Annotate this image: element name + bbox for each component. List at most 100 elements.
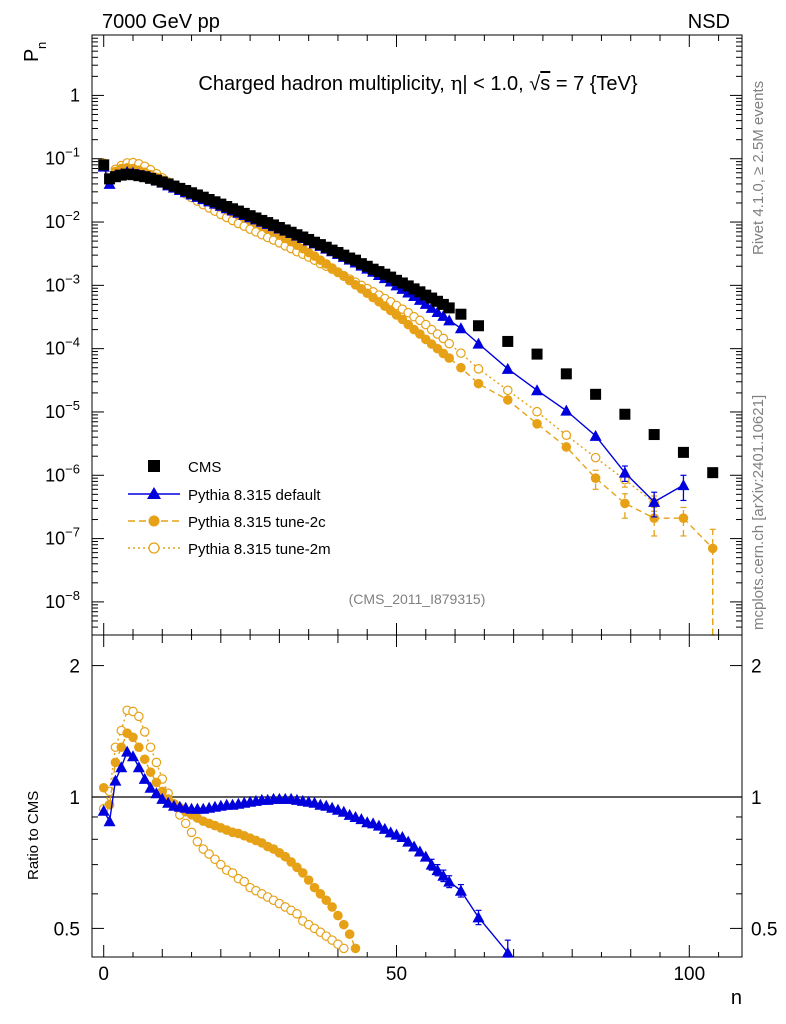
ratio-point-tune2m (145, 742, 156, 753)
ratio-point-tune2m (339, 943, 349, 954)
main-point-tune2m (473, 364, 484, 374)
y-tick-base: 10 (45, 212, 65, 232)
y-tick-exponent: −5 (65, 398, 80, 413)
ratio-series-tune2c (98, 728, 361, 954)
main-point-cms (250, 212, 262, 224)
ratio-ticks: 0.5 0.5 1 1 2 2 0 50 100 (54, 635, 777, 985)
main-point-cms (279, 224, 291, 236)
main-point-tune2c (473, 378, 484, 389)
ratio-point-default (437, 869, 450, 881)
main-point-cms (367, 263, 379, 275)
ratio-y-tick-label: 2 (69, 657, 80, 678)
main-point-cms (344, 252, 356, 264)
main-point-tune2c (532, 419, 542, 429)
x-tick-label: 100 (673, 964, 705, 985)
main-point-cms (291, 229, 303, 241)
ratio-y-tick-label-right: 2 (751, 657, 762, 678)
main-point-cms (420, 289, 432, 301)
main-point-cms (361, 260, 373, 272)
ratio-point-tune2m (192, 836, 203, 847)
source-info-text: mcplots.cern.ch [arXiv:2401.10621] (750, 395, 767, 630)
main-point-cms (186, 187, 198, 199)
main-point-tune2m (590, 452, 601, 463)
legend-marker-default (147, 487, 161, 499)
process-label: NSD (688, 11, 730, 33)
legend-item-tune2m: Pythia 8.315 tune-2m (128, 541, 331, 558)
ratio-point-default (109, 774, 122, 786)
ratio-point-default (103, 815, 116, 827)
main-point-cms (379, 268, 391, 280)
main-point-default (425, 301, 438, 313)
ratio-point-tune2m (139, 727, 150, 737)
ratio-point-default (126, 750, 139, 762)
legend-item-default: Pythia 8.315 default (128, 487, 321, 504)
main-panel: 110−110−210−310−410−510−610−710−8 Charge… (21, 34, 743, 636)
main-series (97, 157, 719, 636)
ratio-panel-frame (91, 634, 743, 958)
main-point-cms (350, 254, 362, 266)
main-point-tune2c (502, 395, 513, 405)
main-point-cms (426, 292, 438, 304)
ratio-point-default (337, 805, 350, 817)
main-point-default (472, 337, 485, 349)
main-point-tune2m (444, 338, 455, 349)
ratio-point-tune2c (350, 943, 361, 954)
main-point-tune2c (649, 513, 659, 523)
main-series-tune2m (98, 157, 659, 512)
main-point-cms (133, 170, 145, 182)
main-point-tune2c (620, 498, 630, 509)
main-point-tune2c (678, 513, 689, 523)
main-point-default (618, 466, 631, 478)
y-axis-label-main: P (21, 49, 43, 62)
main-point-cms (332, 247, 344, 259)
ratio-point-tune2m (210, 854, 220, 865)
ratio-point-default (425, 858, 438, 870)
ratio-point-tune2c (327, 902, 337, 912)
ratio-point-default (372, 819, 385, 831)
main-point-cms (127, 169, 139, 181)
y-tick-label: 10−1 (45, 145, 80, 169)
y-tick-base: 10 (45, 149, 65, 169)
main-point-cms (121, 168, 133, 180)
y-tick-label: 10−7 (45, 525, 80, 549)
main-point-cms (619, 408, 631, 420)
main-point-tune2m (438, 333, 449, 344)
ratio-point-tune2c (315, 889, 326, 899)
main-point-cms (256, 214, 268, 226)
y-tick-exponent: −2 (65, 208, 80, 223)
main-point-cms (221, 200, 233, 212)
ratio-point-tune2m (186, 827, 197, 838)
ratio-y-axis-label: Ratio to CMS (25, 791, 42, 880)
legend-marker-cms (148, 460, 160, 472)
main-point-cms (180, 184, 192, 196)
main-point-cms (109, 171, 121, 183)
y-tick-base: 10 (45, 402, 65, 422)
ratio-point-default (501, 946, 514, 958)
ratio-point-tune2c (98, 782, 109, 793)
ratio-point-default (413, 845, 426, 857)
main-point-cms (244, 210, 256, 222)
main-point-cms (303, 233, 315, 245)
main-point-cms (139, 171, 151, 183)
ratio-point-default (355, 813, 368, 825)
main-point-default (402, 286, 415, 298)
title-part-eta: η (450, 71, 462, 95)
ratio-series (97, 705, 514, 958)
main-point-tune2c (561, 442, 572, 452)
ratio-panel: 0.5 0.5 1 1 2 2 0 50 100 Ratio to CMS n (25, 634, 777, 1009)
ratio-point-tune2m (227, 868, 238, 878)
legend-item-cms: CMS (148, 459, 221, 476)
ratio-point-default (121, 745, 134, 757)
main-point-cms (262, 217, 274, 229)
main-point-cms (338, 249, 350, 261)
ratio-point-tune2c (303, 875, 314, 885)
ratio-y-tick-label: 1 (69, 788, 80, 809)
y-tick-label: 10−4 (45, 335, 80, 359)
ratio-point-default (454, 884, 467, 896)
title-part-pre: Charged hadron multiplicity, (198, 73, 450, 95)
ratio-point-default (378, 822, 391, 834)
main-point-cms (238, 207, 250, 219)
main-point-cms (232, 205, 244, 217)
main-point-cms (268, 219, 280, 231)
